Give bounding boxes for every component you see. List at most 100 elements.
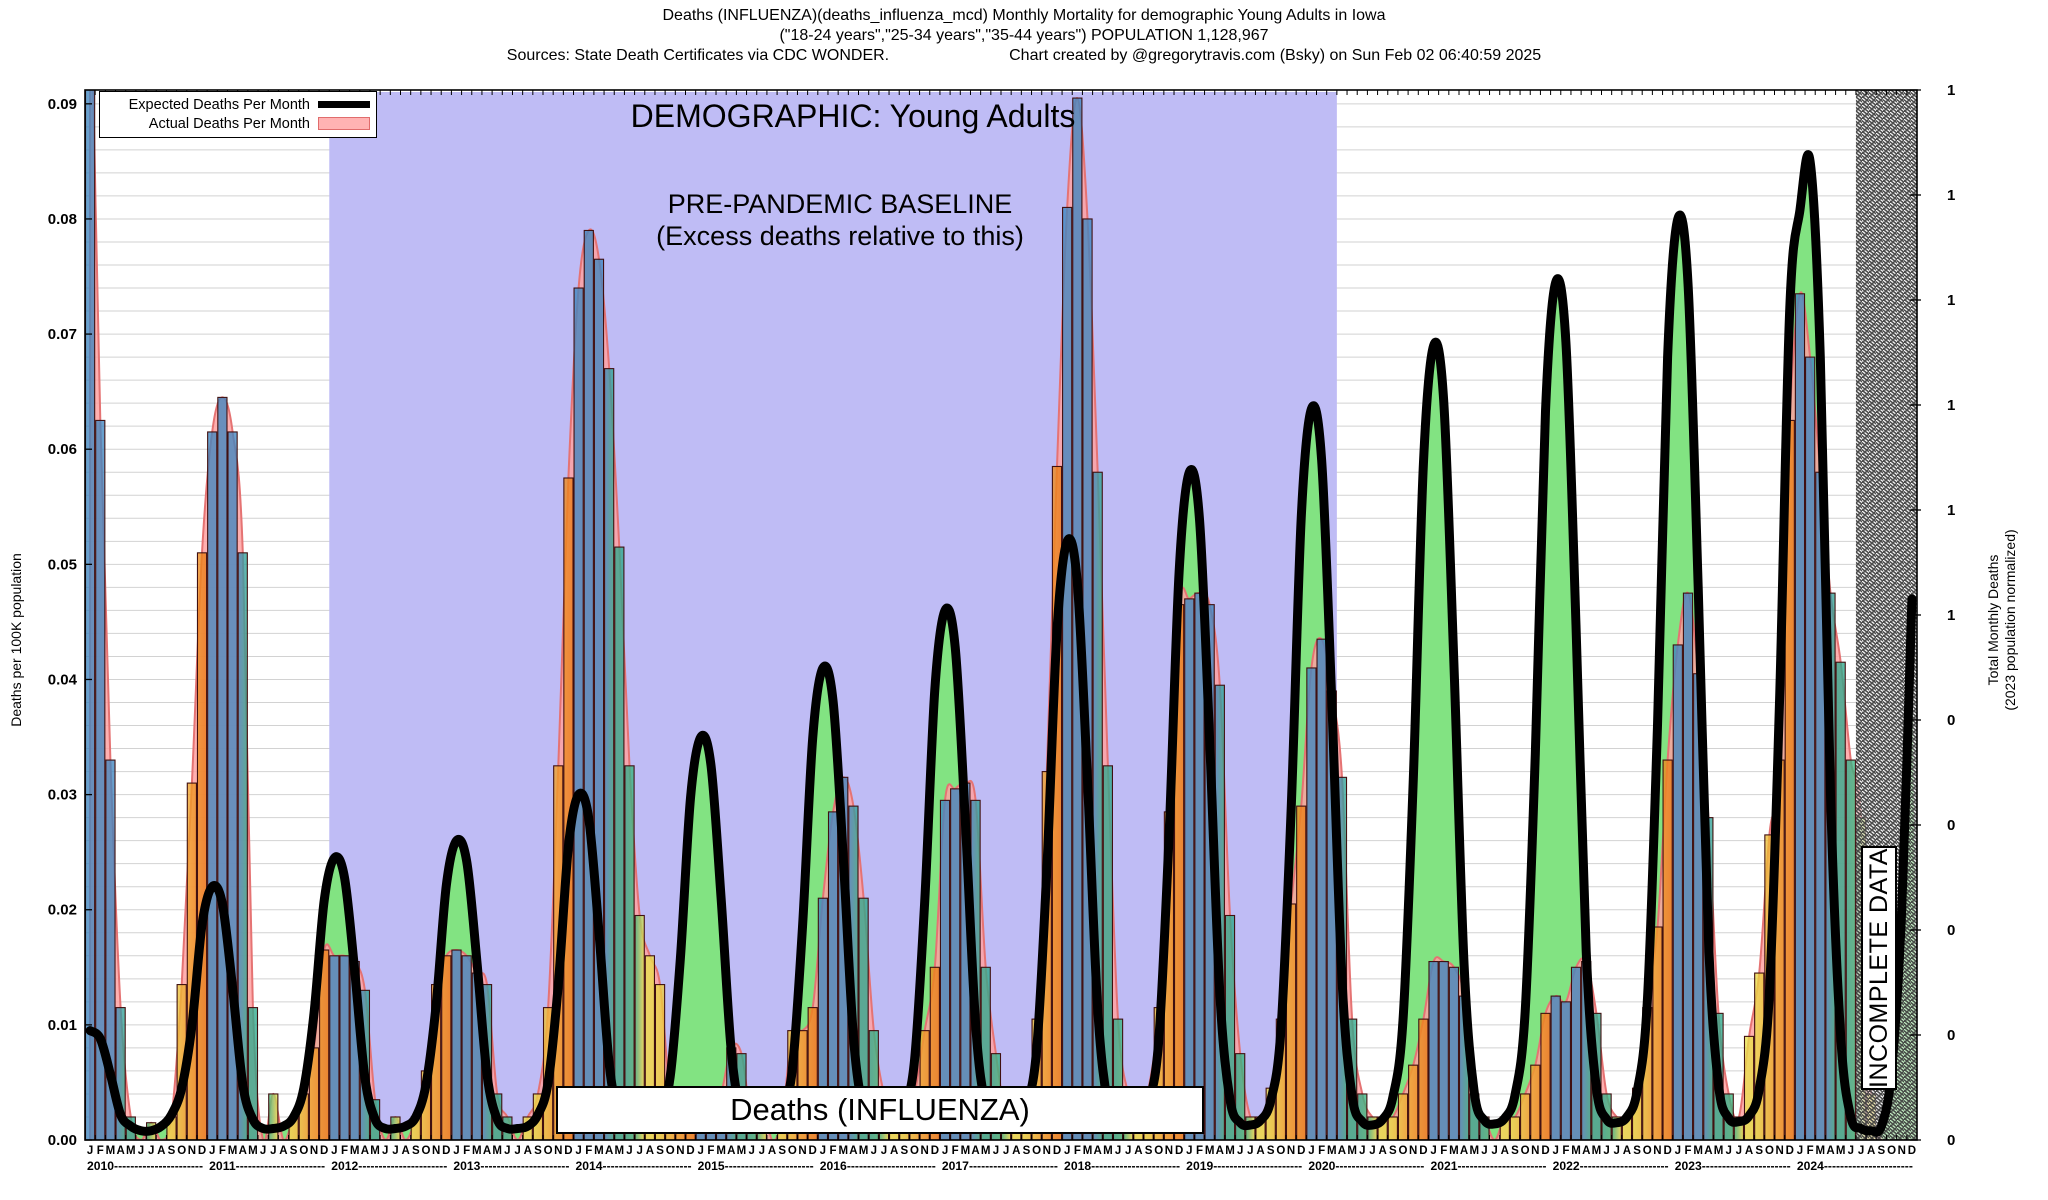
month-letter: N — [554, 1145, 562, 1157]
left-axis-tick-0.05: 0.05 — [48, 556, 77, 573]
left-axis-tick-0.07: 0.07 — [48, 326, 77, 343]
month-letter: D — [1786, 1145, 1794, 1157]
month-letter: M — [1347, 1145, 1357, 1157]
bar-month-2010-2 — [95, 419, 106, 1140]
right-axis-tick: 1 — [1947, 82, 1955, 99]
month-letter: A — [849, 1145, 857, 1157]
month-letter: J — [1186, 1145, 1192, 1157]
month-letter: S — [1023, 1145, 1031, 1157]
month-letter: J — [87, 1145, 93, 1157]
month-letter: J — [942, 1145, 948, 1157]
bar-month-2019-12 — [1296, 805, 1307, 1140]
month-letter: O — [1032, 1145, 1041, 1157]
month-letter: O — [1643, 1145, 1652, 1157]
month-letter: M — [1816, 1145, 1826, 1157]
month-letter: N — [676, 1145, 684, 1157]
bar-month-2022-1 — [1550, 995, 1561, 1140]
month-letter: A — [1704, 1145, 1712, 1157]
chart-title-line1: Deaths (INFLUENZA)(deaths_influenza_mcd)… — [662, 7, 1386, 24]
month-letter: J — [504, 1145, 510, 1157]
month-letter: D — [686, 1145, 694, 1157]
month-letter: J — [260, 1145, 266, 1157]
right-axis-tick: 1 — [1947, 187, 1955, 204]
month-letter: M — [1592, 1145, 1602, 1157]
month-letter: A — [1012, 1145, 1020, 1157]
month-letter: M — [1103, 1145, 1113, 1157]
bar-month-2016-6 — [868, 1030, 879, 1140]
month-letter: N — [188, 1145, 196, 1157]
month-letter: O — [299, 1145, 308, 1157]
bar-month-2021-10 — [1520, 1093, 1531, 1140]
month-letter: S — [290, 1145, 298, 1157]
month-letter: M — [961, 1145, 971, 1157]
month-letter: J — [1237, 1145, 1243, 1157]
month-letter: D — [1053, 1145, 1061, 1157]
month-letter: J — [1848, 1145, 1854, 1157]
bar-month-2014-9 — [654, 984, 666, 1140]
month-letter: M — [1205, 1145, 1215, 1157]
month-letter: J — [748, 1145, 754, 1157]
bar-month-2022-2 — [1560, 1001, 1571, 1140]
month-letter: F — [341, 1145, 348, 1157]
legend-expected-label: Expected Deaths Per Month — [128, 96, 310, 113]
month-letter: F — [952, 1145, 959, 1157]
month-letter: N — [1653, 1145, 1661, 1157]
month-letter: J — [209, 1145, 215, 1157]
month-letter: M — [126, 1145, 136, 1157]
bar-month-2019-6 — [1235, 1053, 1246, 1140]
month-letter: J — [1614, 1145, 1620, 1157]
bar-month-2021-2 — [1438, 960, 1449, 1140]
month-letter: A — [1623, 1145, 1631, 1157]
month-letter: J — [1552, 1145, 1558, 1157]
demographic-annotation: DEMOGRAPHIC: Young Adults — [630, 98, 1076, 134]
month-letter: M — [248, 1145, 258, 1157]
month-letter: J — [1115, 1145, 1121, 1157]
bar-month-2012-1 — [329, 955, 340, 1140]
left-axis-tick-0.00: 0.00 — [48, 1132, 77, 1149]
month-letter: F — [463, 1145, 470, 1157]
month-letter: D — [931, 1145, 939, 1157]
month-letter: A — [1094, 1145, 1102, 1157]
month-letter: F — [97, 1145, 104, 1157]
month-letter: J — [138, 1145, 144, 1157]
month-letter: O — [1765, 1145, 1774, 1157]
month-letter: A — [483, 1145, 491, 1157]
month-letter: J — [636, 1145, 642, 1157]
bar-month-2016-11 — [919, 1030, 930, 1140]
month-letter: D — [1663, 1145, 1671, 1157]
month-letter: S — [1633, 1145, 1641, 1157]
month-letter: S — [1878, 1145, 1886, 1157]
bar-month-2020-9 — [1387, 1116, 1398, 1140]
bar-month-2014-4 — [604, 368, 615, 1140]
left-axis-tick-0.03: 0.03 — [48, 787, 77, 804]
month-letter: J — [1369, 1145, 1375, 1157]
month-letter: M — [370, 1145, 380, 1157]
legend-row-actual: Actual Deaths Per Month — [104, 114, 370, 133]
month-letter: O — [788, 1145, 797, 1157]
month-letter: J — [382, 1145, 388, 1157]
month-letter: O — [1276, 1145, 1285, 1157]
year-label-2019: 2019---------------------- — [1186, 1159, 1302, 1173]
month-letter: M — [737, 1145, 747, 1157]
month-letter: N — [1287, 1145, 1295, 1157]
month-letter: O — [544, 1145, 553, 1157]
baseline-annotation: PRE-PANDEMIC BASELINE (Excess deaths rel… — [656, 188, 1024, 252]
month-letter: A — [239, 1145, 247, 1157]
month-letter: N — [1043, 1145, 1051, 1157]
bar-month-2010-12 — [196, 552, 208, 1140]
month-letter: A — [646, 1145, 654, 1157]
bar-month-2016-1 — [817, 897, 829, 1140]
bar-month-2021-3 — [1448, 966, 1460, 1140]
bar-month-2012-2 — [339, 955, 350, 1140]
right-axis-tick: 1 — [1947, 607, 1955, 624]
bar-month-2023-2 — [1682, 592, 1694, 1140]
bar-month-2014-5 — [614, 546, 625, 1140]
year-label-2012: 2012---------------------- — [331, 1159, 447, 1173]
month-letter: F — [1440, 1145, 1447, 1157]
month-letter: J — [1359, 1145, 1365, 1157]
bar-month-2011-4 — [237, 552, 248, 1140]
baseline-annotation-line1: PRE-PANDEMIC BASELINE — [667, 189, 1013, 219]
month-letter: F — [707, 1145, 714, 1157]
